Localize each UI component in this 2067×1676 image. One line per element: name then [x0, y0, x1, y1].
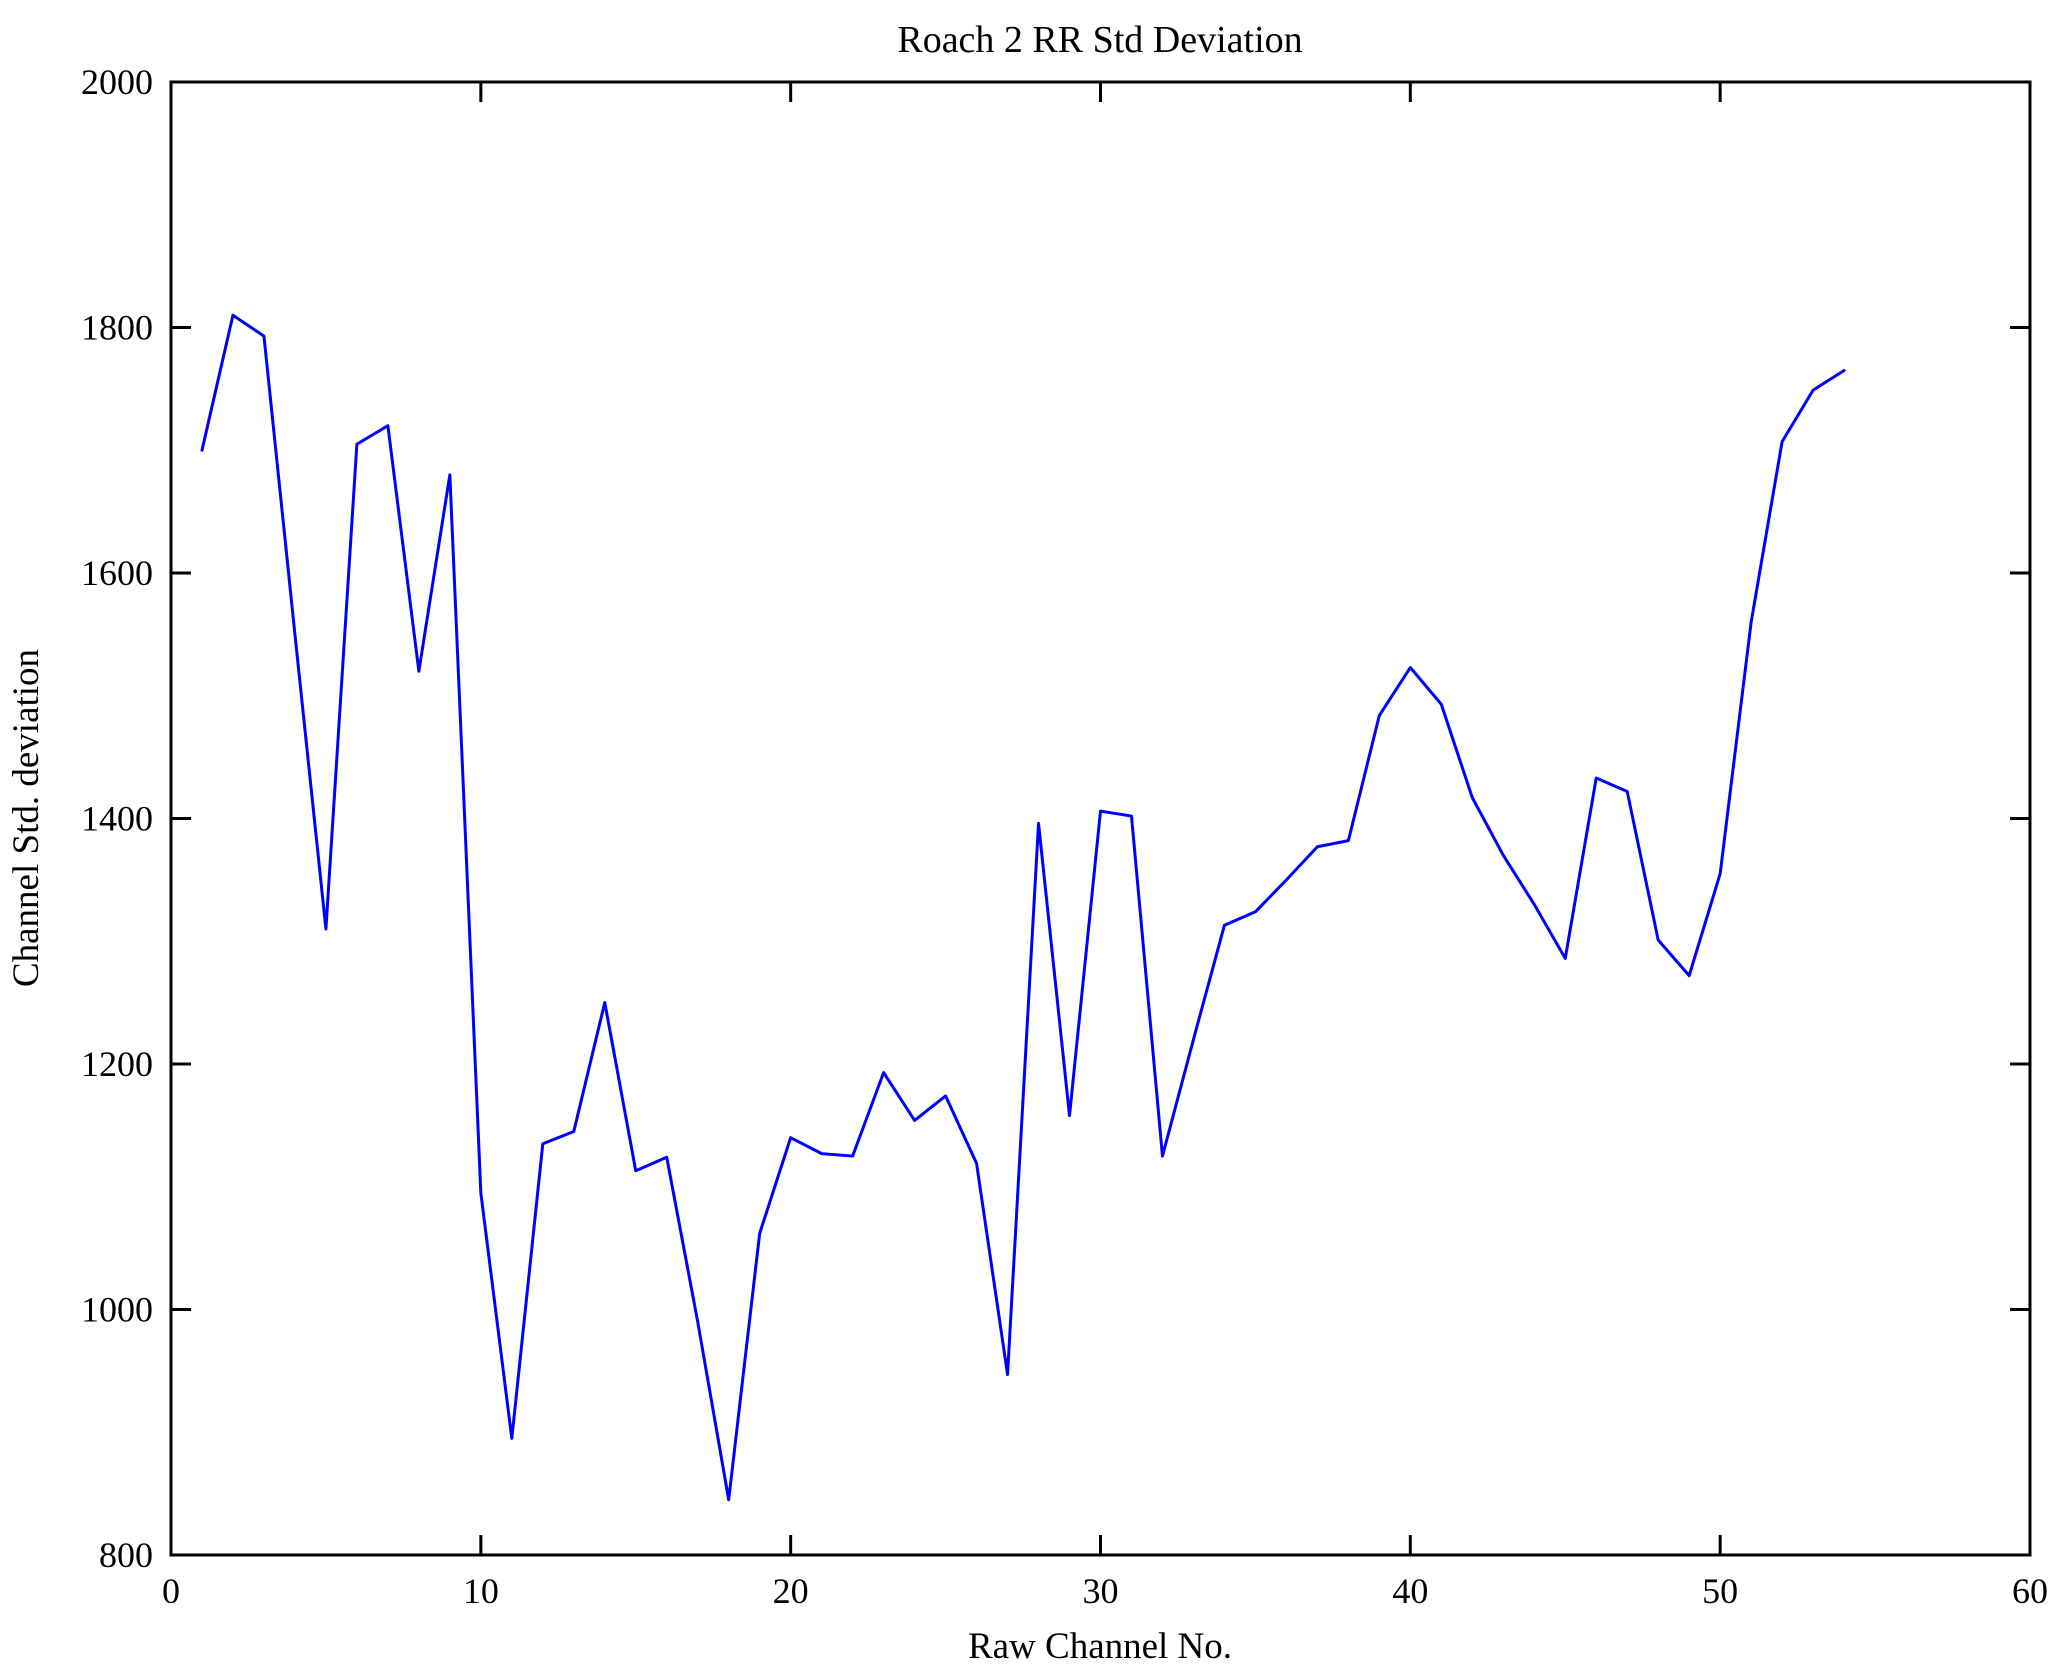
x-tick-label: 50 [1702, 1571, 1738, 1611]
axis-ticks [169, 80, 2032, 1557]
y-tick-label: 1000 [81, 1290, 153, 1330]
axis-tick-labels: 0 10 20 30 40 50 60 800 1000 1200 1400 1600 1800 2000 [81, 62, 2048, 1611]
y-tick-label: 1400 [81, 799, 153, 839]
y-axis-label: Channel Std. deviation [6, 649, 47, 987]
y-tick-label: 1600 [81, 553, 153, 593]
data-series-line [200, 313, 1846, 1502]
x-tick-label: 30 [1083, 1571, 1119, 1611]
y-tick-label: 1200 [81, 1044, 153, 1084]
y-tick-label: 800 [99, 1535, 153, 1575]
x-tick-label: 40 [1392, 1571, 1428, 1611]
x-tick-label: 20 [773, 1571, 809, 1611]
x-tick-label: 10 [463, 1571, 499, 1611]
x-tick-label: 0 [162, 1571, 180, 1611]
x-axis-label: Raw Channel No. [968, 1626, 1232, 1667]
x-tick-label: 60 [2012, 1571, 2048, 1611]
y-tick-label: 1800 [81, 308, 153, 348]
chart-title: Roach 2 RR Std Deviation [897, 19, 1302, 61]
y-tick-label: 2000 [81, 62, 153, 102]
